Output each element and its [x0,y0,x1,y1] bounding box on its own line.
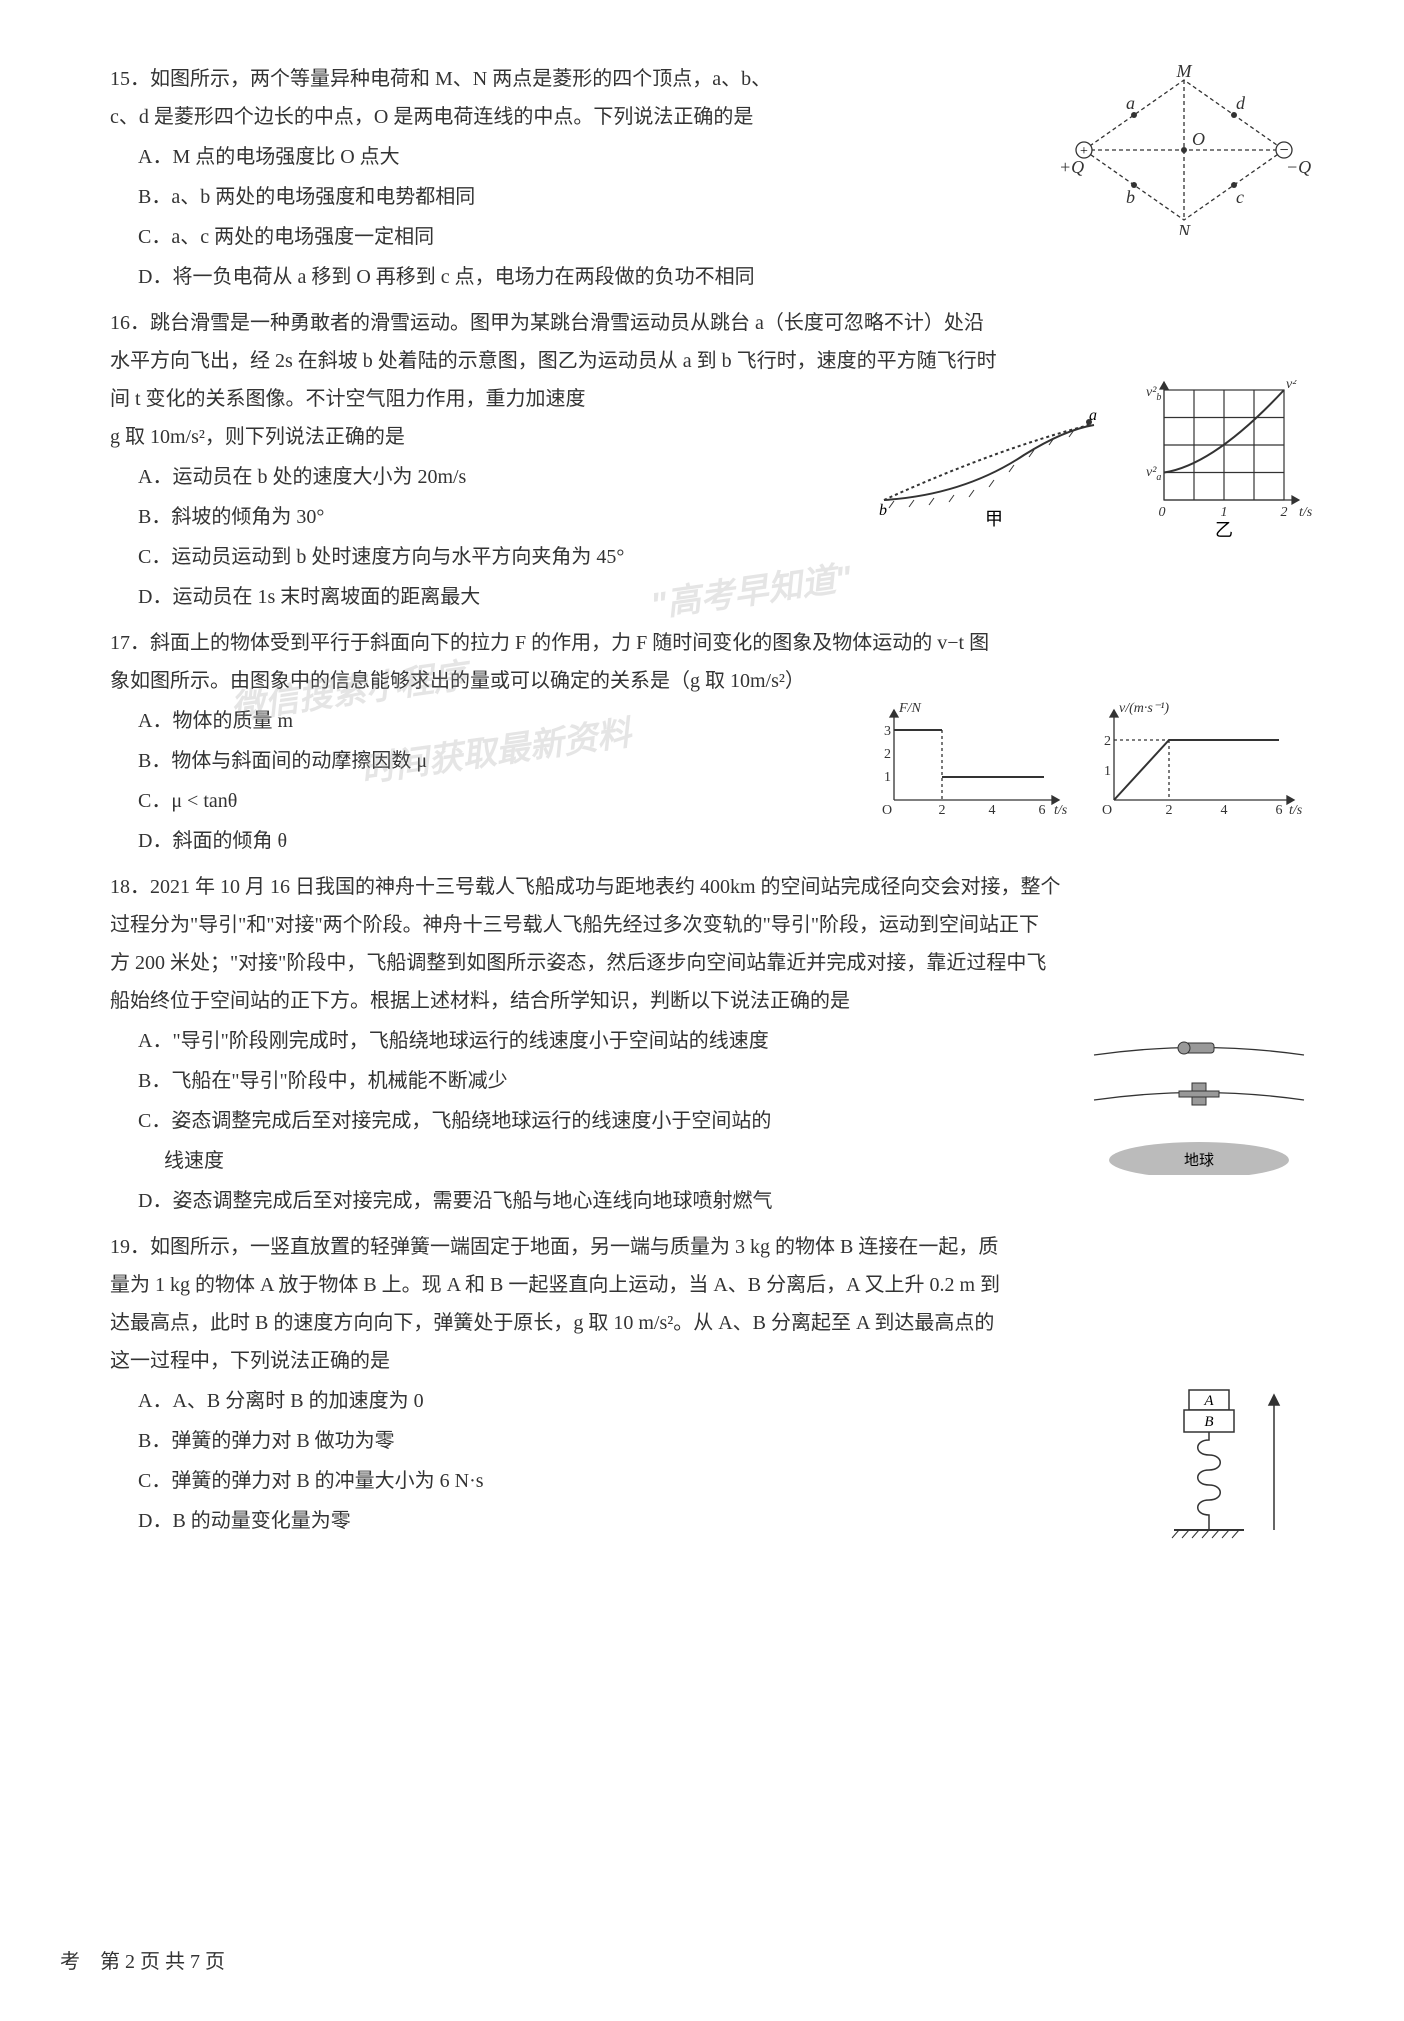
q18-figure: 地球 [1084,1025,1314,1188]
svg-text:2: 2 [1104,734,1111,749]
svg-text:v/(m·s⁻¹): v/(m·s⁻¹) [1119,701,1169,716]
svg-text:B: B [1204,1414,1213,1430]
question-18: 18．2021 年 10 月 16 日我国的神舟十三号载人飞船成功与距地表约 4… [110,868,1314,1220]
q17-stem-1: 17．斜面上的物体受到平行于斜面向下的拉力 F 的作用，力 F 随时间变化的图象… [110,624,1314,662]
q17-figure-F: 3 2 1 O 2 4 6 t/s F/N [864,700,1074,843]
svg-text:−Q: −Q [1286,157,1311,177]
q15-option-D: D．将一负电荷从 a 移到 O 再移到 c 点，电场力在两段做的负功不相同 [110,258,1314,296]
svg-text:t/s: t/s [1054,803,1068,818]
q19-stem-3: 达最高点，此时 B 的速度方向向下，弹簧处于原长，g 取 10 m/s²。从 A… [110,1304,1314,1342]
svg-text:6: 6 [1276,803,1283,818]
svg-text:b: b [1126,187,1135,207]
svg-text:1: 1 [884,770,891,785]
q18-stem-1: 18．2021 年 10 月 16 日我国的神舟十三号载人飞船成功与距地表约 4… [110,868,1314,906]
svg-text:F/N: F/N [898,701,921,716]
svg-text:A: A [1203,1393,1214,1409]
svg-text:2: 2 [1281,505,1288,520]
svg-text:b: b [879,502,887,519]
svg-text:a: a [1126,93,1135,113]
svg-text:O: O [1102,803,1112,818]
svg-text:t/s: t/s [1299,505,1313,520]
svg-text:2: 2 [1166,803,1173,818]
svg-text:v²: v² [1286,380,1297,392]
svg-text:0: 0 [1159,505,1166,520]
q19-stem-1: 19．如图所示，一竖直放置的轻弹簧一端固定于地面，另一端与质量为 3 kg 的物… [110,1228,1314,1266]
q17-figure-v: 2 1 O 2 4 6 t/s v/(m·s⁻¹) [1084,700,1314,843]
svg-text:6: 6 [1039,803,1046,818]
svg-text:O: O [1192,129,1205,149]
svg-text:2: 2 [939,803,946,818]
svg-text:M: M [1176,65,1193,81]
svg-text:地球: 地球 [1184,1152,1214,1169]
svg-text:1: 1 [1104,764,1111,779]
svg-text:O: O [882,803,892,818]
svg-text:c: c [1236,187,1244,207]
svg-text:乙: 乙 [1215,520,1233,540]
svg-text:4: 4 [1221,803,1228,818]
question-15: + − M N a d b c O +Q −Q 15．如图所示，两个等量异种电荷… [110,60,1314,296]
q19-option-C: C．弹簧的弹力对 B 的冲量大小为 6 N·s [110,1462,1314,1500]
svg-text:甲: 甲 [985,509,1003,529]
svg-text:2: 2 [884,747,891,762]
svg-text:+Q: +Q [1059,157,1084,177]
svg-text:t/s: t/s [1289,803,1303,818]
q16-option-D: D．运动员在 1s 末时离坡面的距离最大 [110,578,1314,616]
q19-figure: A B [1154,1380,1314,1573]
q19-stem-2: 量为 1 kg 的物体 A 放于物体 B 上。现 A 和 B 一起竖直向上运动，… [110,1266,1314,1304]
q19-option-B: B．弹簧的弹力对 B 做功为零 [110,1422,1314,1460]
q16-figure-jia: a b 甲 [864,400,1124,543]
q16-figure-yi: v²b v²a v² 0 1 2 t/s 乙 [1134,380,1314,553]
question-19: 19．如图所示，一竖直放置的轻弹簧一端固定于地面，另一端与质量为 3 kg 的物… [110,1228,1314,1573]
q17-stem-2: 象如图所示。由图象中的信息能够求出的量或可以确定的关系是（g 取 10m/s²） [110,662,1314,700]
question-17: 17．斜面上的物体受到平行于斜面向下的拉力 F 的作用，力 F 随时间变化的图象… [110,624,1314,860]
question-16: 16．跳台滑雪是一种勇敢者的滑雪运动。图甲为某跳台滑雪运动员从跳台 a（长度可忽… [110,304,1314,616]
svg-text:4: 4 [989,803,996,818]
q18-stem-4: 船始终位于空间站的正下方。根据上述材料，结合所学知识，判断以下说法正确的是 [110,982,1314,1020]
q16-stem-2: 水平方向飞出，经 2s 在斜坡 b 处着陆的示意图，图乙为运动员从 a 到 b … [110,342,1314,380]
q16-stem-1: 16．跳台滑雪是一种勇敢者的滑雪运动。图甲为某跳台滑雪运动员从跳台 a（长度可忽… [110,304,1314,342]
svg-text:d: d [1236,93,1246,113]
q18-stem-2: 过程分为"导引"和"对接"两个阶段。神舟十三号载人飞船先经过多次变轨的"导引"阶… [110,906,1314,944]
svg-text:3: 3 [884,724,891,739]
q19-stem-4: 这一过程中，下列说法正确的是 [110,1342,1314,1380]
page-footer: 考 第 2 页 共 7 页 [60,1943,225,1981]
q19-option-D: D．B 的动量变化量为零 [110,1502,1314,1540]
svg-text:v²b: v²b [1146,385,1161,403]
svg-text:v²a: v²a [1146,465,1161,483]
q19-option-A: A．A、B 分离时 B 的加速度为 0 [110,1382,1314,1420]
svg-text:1: 1 [1221,505,1228,520]
q18-stem-3: 方 200 米处；"对接"阶段中，飞船调整到如图所示姿态，然后逐步向空间站靠近并… [110,944,1314,982]
q15-figure: + − M N a d b c O +Q −Q [1054,65,1314,248]
svg-text:N: N [1177,221,1191,235]
